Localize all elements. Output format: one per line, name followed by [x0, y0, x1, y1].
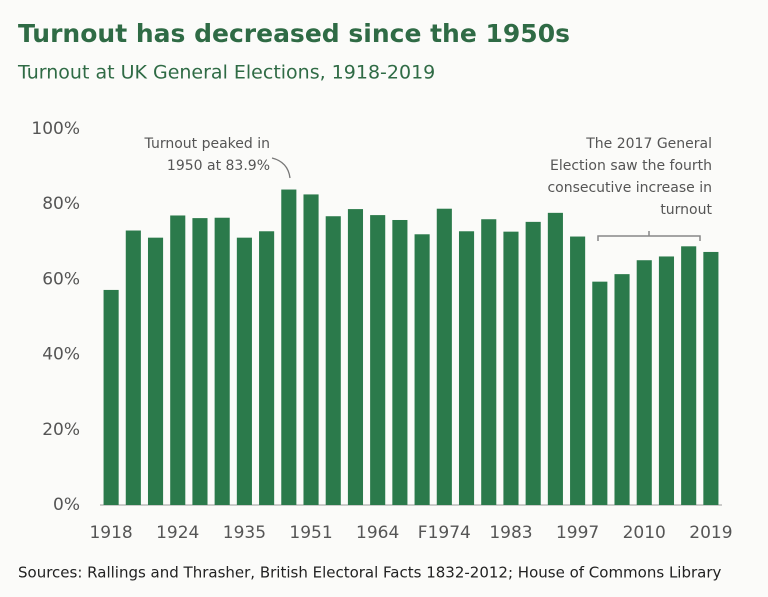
- x-tick-label: F1974: [418, 523, 471, 543]
- x-tick-label: 1983: [489, 523, 532, 543]
- bar: [325, 216, 341, 505]
- bar: [592, 281, 608, 505]
- bar: [525, 221, 541, 505]
- source: Sources: Rallings and Thrasher, British …: [18, 564, 722, 582]
- x-tick-label: 1935: [223, 523, 266, 543]
- annotation: Turnout peaked in: [144, 136, 270, 152]
- annotation-arrow: [271, 157, 291, 179]
- y-tick-label: 40%: [42, 345, 80, 365]
- annotation: Election saw the fourth: [550, 158, 712, 174]
- y-tick-label: 60%: [42, 269, 80, 289]
- x-tick-label: 1951: [289, 523, 332, 543]
- bar: [125, 230, 141, 505]
- bar: [570, 236, 586, 505]
- bar: [503, 231, 519, 505]
- x-tick-label: 1997: [556, 523, 599, 543]
- bar: [414, 234, 430, 505]
- bar: [458, 231, 475, 505]
- bar: [481, 219, 497, 506]
- bar: [703, 251, 719, 505]
- annotation: The 2017 General: [585, 136, 712, 152]
- y-tick-label: 80%: [42, 194, 80, 214]
- bar: [170, 215, 186, 506]
- bar: [547, 212, 563, 505]
- bar: [192, 218, 208, 505]
- bar: [636, 260, 652, 505]
- annotation: turnout: [660, 202, 712, 218]
- bar: [214, 217, 230, 505]
- bar: [236, 237, 252, 505]
- bar: [614, 274, 630, 505]
- bar: [392, 219, 408, 505]
- bar: [436, 208, 452, 505]
- annotation: 1950 at 83.9%: [167, 158, 270, 174]
- bar: [103, 289, 119, 505]
- x-tick-label: 2019: [689, 523, 732, 543]
- annotation: consecutive increase in: [547, 180, 712, 196]
- chart-subtitle: Turnout at UK General Elections, 1918-20…: [17, 62, 435, 84]
- bar: [147, 237, 164, 505]
- y-tick-label: 0%: [53, 495, 80, 515]
- bar: [303, 194, 319, 505]
- annotation-bracket: [597, 231, 701, 241]
- y-tick-label: 100%: [31, 119, 80, 139]
- bar: [347, 209, 364, 505]
- x-tick-label: 1964: [356, 523, 399, 543]
- bar: [281, 189, 297, 505]
- bar: [681, 246, 697, 505]
- x-tick-label: 2010: [623, 523, 666, 543]
- x-tick-label: 1918: [89, 523, 132, 543]
- x-tick-label: 1924: [156, 523, 199, 543]
- bar: [370, 215, 386, 505]
- y-tick-label: 20%: [42, 420, 80, 440]
- chart-title: Turnout has decreased since the 1950s: [18, 19, 570, 48]
- bar: [259, 231, 275, 505]
- bar: [658, 256, 675, 505]
